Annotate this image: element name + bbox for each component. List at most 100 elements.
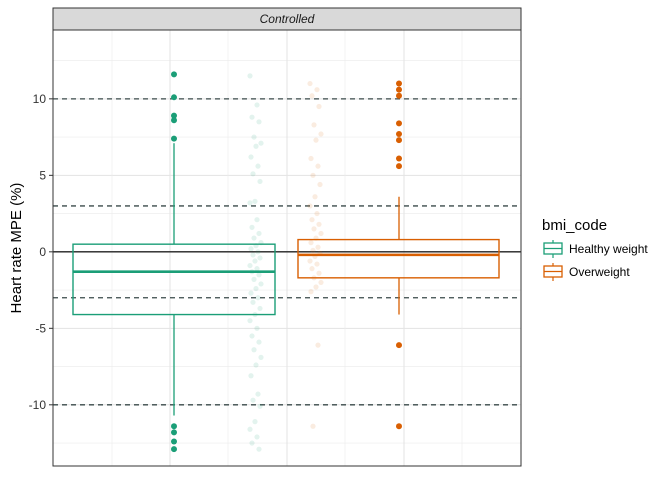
outlier-point bbox=[396, 137, 402, 144]
jitter-point bbox=[314, 87, 320, 93]
jitter-point bbox=[309, 217, 315, 223]
jitter-point bbox=[316, 270, 322, 276]
jitter-point bbox=[251, 347, 257, 353]
y-tick-label: -10 bbox=[29, 398, 47, 412]
jitter-point bbox=[317, 181, 323, 188]
jitter-point bbox=[248, 290, 254, 296]
outlier-point bbox=[171, 429, 177, 436]
jitter-point bbox=[247, 426, 253, 432]
jitter-point bbox=[254, 325, 260, 331]
jitter-point bbox=[309, 93, 315, 99]
jitter-point bbox=[250, 397, 256, 403]
jitter-point bbox=[253, 143, 259, 149]
outlier-point bbox=[171, 135, 177, 142]
jitter-point bbox=[253, 362, 259, 368]
jitter-point bbox=[247, 262, 253, 269]
outlier-point bbox=[171, 94, 177, 101]
jitter-point bbox=[311, 226, 317, 232]
outlier-point bbox=[171, 112, 177, 119]
jitter-point bbox=[256, 339, 262, 345]
outlier-point bbox=[396, 120, 402, 127]
legend-key bbox=[543, 263, 563, 281]
outlier-point bbox=[171, 117, 177, 124]
outlier-point bbox=[171, 423, 177, 430]
box bbox=[72, 243, 276, 316]
jitter-point bbox=[310, 247, 316, 253]
jitter-point bbox=[307, 80, 313, 87]
y-tick-label: 10 bbox=[33, 92, 47, 106]
jitter-point bbox=[250, 299, 256, 305]
jitter-point bbox=[256, 119, 262, 125]
outlier-point bbox=[396, 342, 402, 349]
jitter-point bbox=[258, 140, 264, 146]
jitter-point bbox=[258, 354, 264, 360]
jitter-point bbox=[315, 163, 321, 169]
outlier-point bbox=[396, 80, 402, 87]
outlier-point bbox=[396, 92, 402, 99]
jitter-point bbox=[252, 258, 258, 264]
box bbox=[297, 238, 500, 279]
jitter-point bbox=[308, 155, 314, 162]
outlier-point bbox=[396, 155, 402, 162]
outlier-point bbox=[171, 71, 177, 78]
jitter-point bbox=[314, 210, 320, 217]
jitter-point bbox=[249, 333, 255, 339]
jitter-point bbox=[313, 137, 319, 143]
outlier-point bbox=[171, 438, 177, 445]
legend-label: Overweight bbox=[569, 265, 630, 279]
jitter-point bbox=[248, 246, 254, 252]
jitter-point bbox=[248, 373, 254, 379]
jitter-point bbox=[251, 276, 257, 282]
jitter-point bbox=[316, 221, 322, 227]
y-axis: -10 -5 0 5 10 bbox=[29, 92, 53, 412]
jitter-point bbox=[254, 217, 260, 223]
facet-label: Controlled bbox=[260, 12, 315, 26]
outlier-points bbox=[171, 71, 402, 453]
jitter-point bbox=[255, 391, 261, 397]
jitter-point bbox=[254, 434, 260, 440]
legend: Healthy weight Overweight bbox=[543, 240, 648, 281]
jitter-point bbox=[307, 258, 313, 264]
jitter-point bbox=[257, 403, 263, 409]
y-tick-label: -5 bbox=[35, 321, 46, 335]
outlier-point bbox=[171, 446, 177, 453]
jitter-point bbox=[253, 285, 259, 292]
jitter-point bbox=[252, 419, 258, 425]
outlier-point bbox=[396, 131, 402, 138]
jitter-point bbox=[313, 284, 319, 290]
jitter-point bbox=[249, 114, 255, 120]
jitter-point bbox=[248, 154, 254, 160]
y-tick-label: 5 bbox=[39, 168, 46, 182]
jitter-point bbox=[309, 266, 315, 272]
jitter-point bbox=[247, 73, 253, 79]
jitter-point bbox=[256, 446, 262, 452]
jitter-point bbox=[308, 289, 314, 295]
jitter-point bbox=[247, 318, 253, 324]
jitter-point bbox=[257, 305, 263, 312]
jitter-point bbox=[256, 230, 262, 237]
jitter-point bbox=[257, 178, 263, 185]
jitter-point bbox=[254, 102, 260, 108]
jitter-point bbox=[254, 266, 260, 272]
jitter-point bbox=[307, 203, 313, 209]
y-axis-title: Heart rate MPE (%) bbox=[8, 183, 25, 314]
jitter-point bbox=[251, 235, 257, 241]
jitter-point bbox=[310, 172, 316, 178]
jitter-point bbox=[315, 244, 321, 250]
jitter-point bbox=[314, 261, 320, 267]
jitter-point bbox=[312, 194, 318, 200]
jitter-point bbox=[311, 122, 317, 128]
jitter-point bbox=[316, 103, 322, 110]
jitter-point bbox=[255, 295, 261, 301]
jitter-points bbox=[247, 73, 324, 452]
legend-title: bmi_code bbox=[542, 217, 607, 234]
jitter-point bbox=[318, 279, 324, 286]
jitter-point bbox=[258, 281, 264, 287]
jitter-point bbox=[310, 423, 316, 429]
jitter-point bbox=[318, 131, 324, 137]
jitter-point bbox=[255, 163, 261, 169]
legend-label: Healthy weight bbox=[569, 242, 648, 256]
jitter-point bbox=[249, 224, 255, 230]
legend-key bbox=[543, 240, 563, 258]
